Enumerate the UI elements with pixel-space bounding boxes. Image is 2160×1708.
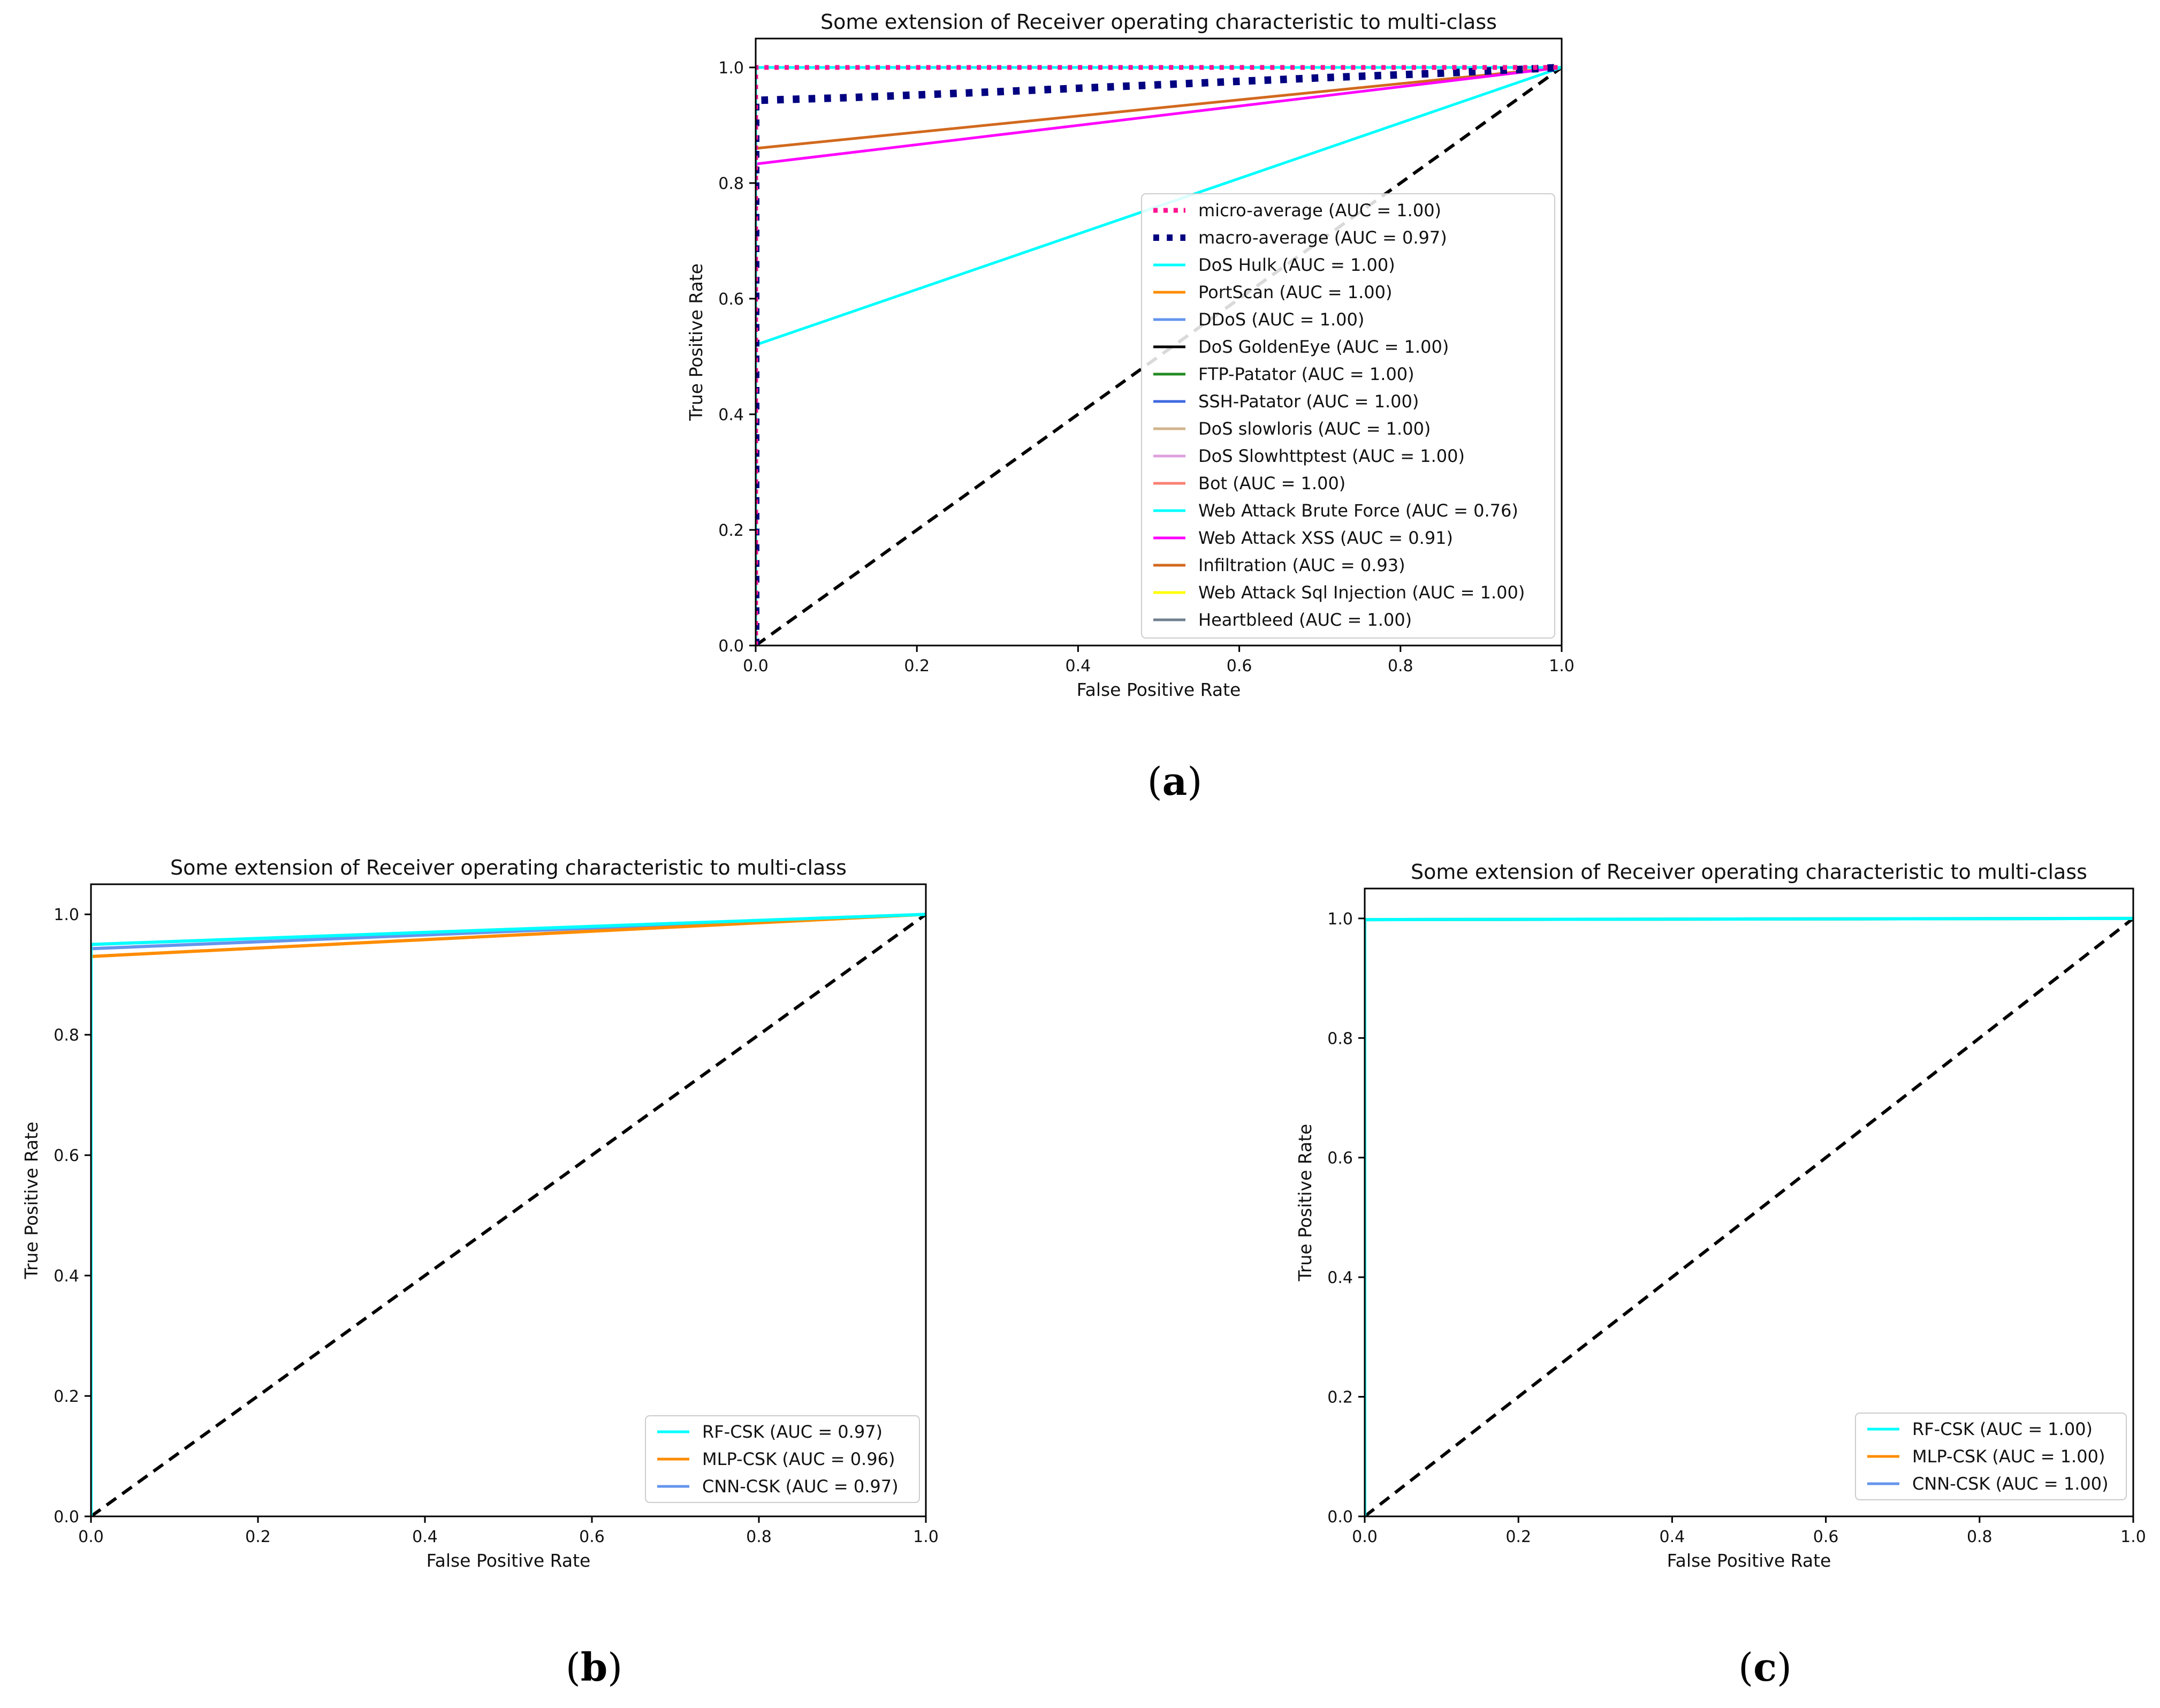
legend-entry-label: micro-average (AUC = 1.00) (1198, 200, 1441, 221)
legend: RF-CSK (AUC = 0.97) MLP-CSK (AUC = 0.96) C… (645, 1415, 920, 1503)
x-axis-label: False Positive Rate (1077, 679, 1241, 700)
y-tick-label: 0.2 (54, 1387, 79, 1406)
chart-b: Some extension of Receiver operating cha… (21, 856, 939, 1690)
y-tick-label: 1.0 (54, 906, 79, 924)
x-tick-label: 0.2 (245, 1528, 271, 1546)
y-tick-label: 1.0 (1327, 910, 1353, 929)
legend-box (1141, 193, 1555, 639)
chance-diagonal-line (1365, 917, 2133, 1516)
y-tick-label: 0.0 (54, 1508, 79, 1527)
legend-entry-label: DoS slowloris (AUC = 1.00) (1198, 419, 1431, 439)
x-tick-label: 0.2 (904, 657, 930, 675)
x-tick-label: 1.0 (2120, 1528, 2146, 1546)
legend-box (1855, 1413, 2127, 1500)
chart-title: Some extension of Receiver operating cha… (170, 856, 847, 879)
panel-caption-letter: c (1753, 1644, 1777, 1690)
panel-caption-letter: a (1162, 758, 1188, 804)
roc-series-line (1365, 916, 2133, 1516)
x-tick-label: 0.8 (1388, 657, 1413, 675)
y-axis-label: True Positive Rate (686, 263, 706, 421)
legend-entry-label: CNN-CSK (AUC = 0.97) (702, 1476, 899, 1497)
legend-entry-label: DoS GoldenEye (AUC = 1.00) (1198, 337, 1449, 357)
x-axis-label: False Positive Rate (427, 1550, 591, 1571)
x-tick-label: 0.8 (746, 1528, 772, 1546)
x-tick-label: 0.0 (743, 657, 769, 675)
chart-title: Some extension of Receiver operating cha… (820, 10, 1497, 34)
roc-series-line (91, 913, 926, 1516)
y-tick-label: 0.4 (718, 406, 744, 424)
panel-caption: (b) (566, 1644, 623, 1690)
legend: RF-CSK (AUC = 1.00) MLP-CSK (AUC = 1.00) C… (1855, 1413, 2127, 1500)
legend-entry-label: Bot (AUC = 1.00) (1198, 473, 1345, 494)
y-axis-label: True Positive Rate (21, 1122, 42, 1280)
x-tick-label: 0.6 (1227, 657, 1252, 675)
roc-series-line (91, 913, 926, 1516)
panel-caption-letter: b (581, 1644, 607, 1690)
legend-entry-label: MLP-CSK (AUC = 0.96) (702, 1449, 895, 1469)
x-tick-label: 0.4 (412, 1528, 438, 1546)
y-tick-label: 0.6 (718, 290, 744, 309)
legend-entry-label: Web Attack XSS (AUC = 0.91) (1198, 528, 1453, 548)
legend-entry-label: RF-CSK (AUC = 0.97) (702, 1422, 883, 1442)
y-tick-label: 0.6 (1327, 1149, 1353, 1168)
y-tick-label: 0.4 (54, 1267, 79, 1286)
panel-caption: (a) (1147, 758, 1203, 804)
legend-entry-label: Heartbleed (AUC = 1.00) (1198, 610, 1412, 630)
roc-series-line (756, 66, 1562, 646)
x-tick-label: 0.2 (1505, 1528, 1531, 1546)
chart-c: Some extension of Receiver operating cha… (1295, 860, 2146, 1690)
y-tick-label: 1.0 (718, 59, 744, 78)
legend-entry-label: macro-average (AUC = 0.97) (1198, 227, 1447, 248)
panel-caption: (c) (1738, 1644, 1792, 1690)
chart-title: Some extension of Receiver operating cha… (1411, 860, 2087, 884)
legend-entry-label: Infiltration (AUC = 0.93) (1198, 555, 1405, 575)
roc-series-line (756, 64, 1562, 646)
chance-diagonal-line (756, 66, 1562, 646)
legend-entry-label: CNN-CSK (AUC = 1.00) (1912, 1474, 2109, 1494)
chance-diagonal-line (91, 913, 926, 1516)
y-tick-label: 0.2 (718, 521, 744, 540)
x-tick-label: 1.0 (913, 1528, 939, 1546)
x-tick-label: 0.8 (1967, 1528, 1992, 1546)
x-tick-label: 0.4 (1066, 657, 1091, 675)
x-tick-label: 0.0 (1352, 1528, 1378, 1546)
y-tick-label: 0.4 (1327, 1269, 1353, 1287)
legend-entry-label: Web Attack Sql Injection (AUC = 1.00) (1198, 582, 1525, 603)
legend-entry-label: DoS Hulk (AUC = 1.00) (1198, 255, 1395, 275)
x-tick-label: 0.6 (1813, 1528, 1839, 1546)
legend-entry-label: MLP-CSK (AUC = 1.00) (1912, 1446, 2105, 1467)
y-tick-label: 0.8 (1327, 1029, 1353, 1048)
legend-entry-label: SSH-Patator (AUC = 1.00) (1198, 391, 1419, 412)
legend-entry-label: DoS Slowhttptest (AUC = 1.00) (1198, 446, 1465, 466)
y-tick-label: 0.6 (54, 1147, 79, 1165)
x-tick-label: 1.0 (1549, 657, 1575, 675)
y-tick-label: 0.2 (1327, 1388, 1353, 1407)
y-axis-label: True Positive Rate (1295, 1124, 1315, 1282)
y-tick-label: 0.0 (1327, 1508, 1353, 1527)
x-tick-label: 0.4 (1660, 1528, 1685, 1546)
roc-series-line (756, 66, 1562, 646)
x-axis-label: False Positive Rate (1667, 1550, 1831, 1571)
legend: micro-average (AUC = 1.00) macro-average … (1141, 193, 1555, 639)
plot-frame (90, 883, 927, 1517)
legend-entry-label: DDoS (AUC = 1.00) (1198, 309, 1364, 330)
y-tick-label: 0.8 (54, 1026, 79, 1045)
legend-entry-label: Web Attack Brute Force (AUC = 0.76) (1198, 500, 1518, 521)
roc-series-line (756, 66, 1562, 646)
legend-entry-label: FTP-Patator (AUC = 1.00) (1198, 364, 1414, 384)
x-tick-label: 0.0 (78, 1528, 104, 1546)
chart-a: Some extension of Receiver operating cha… (686, 10, 1575, 804)
plot-frame (1364, 887, 2134, 1517)
legend-entry-label: PortScan (AUC = 1.00) (1198, 282, 1392, 302)
roc-series-line (756, 65, 1562, 646)
y-tick-label: 0.0 (718, 637, 744, 656)
legend-box (645, 1415, 920, 1503)
y-tick-label: 0.8 (718, 174, 744, 193)
plot-frame (755, 37, 1563, 647)
x-tick-label: 0.6 (579, 1528, 605, 1546)
legend-entry-label: RF-CSK (AUC = 1.00) (1912, 1419, 2093, 1439)
